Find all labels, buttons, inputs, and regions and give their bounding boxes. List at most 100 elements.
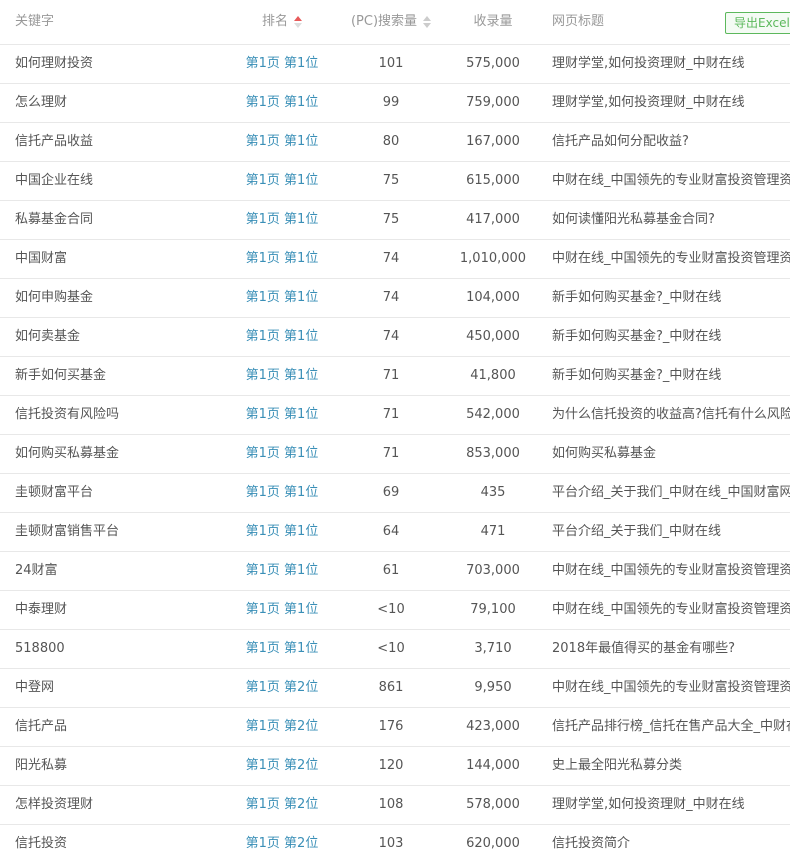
rank-cell[interactable]: 第1页 第2位 <box>245 797 319 812</box>
title-cell: 新手如何购买基金?_中财在线 <box>552 329 722 344</box>
indexed-cell: 578,000 <box>466 797 520 812</box>
search-cell: 103 <box>378 836 404 851</box>
search-cell: 74 <box>382 251 400 266</box>
title-cell: 理财学堂,如何投资理财_中财在线 <box>552 797 745 812</box>
keyword-cell: 中泰理财 <box>15 602 68 617</box>
indexed-cell: 41,800 <box>470 368 516 383</box>
export-button[interactable]: 导出Excel <box>725 12 790 34</box>
table-row: 圭顿财富平台 第1页 第1位 69 435 平台介绍_关于我们_中财在线_中国财富网 <box>0 474 790 513</box>
indexed-cell: 435 <box>480 485 506 500</box>
table-row: 如何购买私募基金 第1页 第1位 71 853,000 如何购买私募基金 <box>0 435 790 474</box>
keyword-cell: 信托投资 <box>15 836 68 851</box>
rank-cell[interactable]: 第1页 第2位 <box>245 719 319 734</box>
header-title: 网页标题 <box>552 14 605 29</box>
rank-cell[interactable]: 第1页 第1位 <box>245 602 319 617</box>
rank-cell[interactable]: 第1页 第1位 <box>245 173 319 188</box>
rank-cell[interactable]: 第1页 第1位 <box>245 251 319 266</box>
indexed-cell: 144,000 <box>466 758 520 773</box>
keyword-cell: 阳光私募 <box>15 758 68 773</box>
title-cell: 史上最全阳光私募分类 <box>552 758 683 773</box>
rank-cell[interactable]: 第1页 第2位 <box>245 680 319 695</box>
keyword-cell: 如何理财投资 <box>15 56 94 71</box>
search-cell: 71 <box>382 407 400 422</box>
table-row: 中泰理财 第1页 第1位 <10 79,100 中财在线_中国领先的专业财富投资管理资产 <box>0 591 790 630</box>
search-cell: 71 <box>382 446 400 461</box>
rank-cell[interactable]: 第1页 第1位 <box>245 212 319 227</box>
keyword-cell: 新手如何买基金 <box>15 368 107 383</box>
rank-cell[interactable]: 第1页 第1位 <box>245 641 319 656</box>
rank-cell[interactable]: 第1页 第2位 <box>245 758 319 773</box>
search-cell: 71 <box>382 368 400 383</box>
indexed-cell: 853,000 <box>466 446 520 461</box>
table-row: 怎样投资理财 第1页 第2位 108 578,000 理财学堂,如何投资理财_中财在线 <box>0 786 790 825</box>
title-cell: 新手如何购买基金?_中财在线 <box>552 368 722 383</box>
search-cell: 99 <box>382 95 400 110</box>
rank-cell[interactable]: 第1页 第1位 <box>245 485 319 500</box>
sort-icon <box>294 15 302 28</box>
header-indexed: 收录量 <box>473 14 513 29</box>
indexed-cell: 423,000 <box>466 719 520 734</box>
title-cell: 信托产品排行榜_信托在售产品大全_中财在 <box>552 719 790 734</box>
title-cell: 中财在线_中国领先的专业财富投资管理资产 <box>552 602 790 617</box>
search-cell: 101 <box>378 56 404 71</box>
table-row: 信托产品收益 第1页 第1位 80 167,000 信托产品如何分配收益? <box>0 123 790 162</box>
title-cell: 理财学堂,如何投资理财_中财在线 <box>552 56 745 71</box>
rank-cell[interactable]: 第1页 第1位 <box>245 56 319 71</box>
indexed-cell: 542,000 <box>466 407 520 422</box>
rank-cell[interactable]: 第1页 第1位 <box>245 95 319 110</box>
table-row: 如何理财投资 第1页 第1位 101 575,000 理财学堂,如何投资理财_中财在线 <box>0 45 790 84</box>
keyword-cell: 如何申购基金 <box>15 290 94 305</box>
search-cell: 176 <box>378 719 404 734</box>
keyword-cell: 信托投资有风险吗 <box>15 407 120 422</box>
header-search[interactable]: (PC)搜索量 <box>341 0 441 44</box>
search-cell: 69 <box>382 485 400 500</box>
indexed-cell: 1,010,000 <box>459 251 527 266</box>
rank-cell[interactable]: 第1页 第1位 <box>245 290 319 305</box>
rank-cell[interactable]: 第1页 第1位 <box>245 368 319 383</box>
table-row: 私募基金合同 第1页 第1位 75 417,000 如何读懂阳光私募基金合同? <box>0 201 790 240</box>
rank-cell[interactable]: 第1页 第1位 <box>245 329 319 344</box>
keyword-cell: 圭顿财富销售平台 <box>15 524 120 539</box>
title-cell: 中财在线_中国领先的专业财富投资管理资产 <box>552 173 790 188</box>
title-cell: 为什么信托投资的收益高?信托有什么风险? <box>552 407 790 422</box>
search-cell: <10 <box>377 641 405 656</box>
title-cell: 平台介绍_关于我们_中财在线_中国财富网 <box>552 485 790 500</box>
table-row: 信托产品 第1页 第2位 176 423,000 信托产品排行榜_信托在售产品大全_中财… <box>0 708 790 747</box>
search-cell: 64 <box>382 524 400 539</box>
indexed-cell: 104,000 <box>466 290 520 305</box>
rank-cell[interactable]: 第1页 第1位 <box>245 446 319 461</box>
header-rank[interactable]: 排名 <box>232 0 332 44</box>
keyword-cell: 圭顿财富平台 <box>15 485 94 500</box>
title-cell: 平台介绍_关于我们_中财在线 <box>552 524 722 539</box>
indexed-cell: 3,710 <box>474 641 512 656</box>
rank-cell[interactable]: 第1页 第1位 <box>245 134 319 149</box>
table-row: 如何卖基金 第1页 第1位 74 450,000 新手如何购买基金?_中财在线 <box>0 318 790 357</box>
table-row: 中国财富 第1页 第1位 74 1,010,000 中财在线_中国领先的专业财富投资管理… <box>0 240 790 279</box>
indexed-cell: 703,000 <box>466 563 520 578</box>
title-cell: 新手如何购买基金?_中财在线 <box>552 290 722 305</box>
header-keyword: 关键字 <box>15 14 55 29</box>
keyword-cell: 中国企业在线 <box>15 173 94 188</box>
keyword-cell: 中国财富 <box>15 251 68 266</box>
indexed-cell: 575,000 <box>466 56 520 71</box>
rank-cell[interactable]: 第1页 第2位 <box>245 836 319 851</box>
table-header: 关键字 排名 (PC)搜索量 收录量 网页标题 导出Excel <box>0 0 790 45</box>
rank-cell[interactable]: 第1页 第1位 <box>245 563 319 578</box>
title-cell: 理财学堂,如何投资理财_中财在线 <box>552 95 745 110</box>
indexed-cell: 620,000 <box>466 836 520 851</box>
title-cell: 如何购买私募基金 <box>552 446 657 461</box>
title-cell: 中财在线_中国领先的专业财富投资管理资产 <box>552 251 790 266</box>
search-cell: 108 <box>378 797 404 812</box>
keyword-cell: 24财富 <box>15 563 58 578</box>
title-cell: 信托投资简介 <box>552 836 631 851</box>
keyword-cell: 中登网 <box>15 680 55 695</box>
sort-icon <box>423 15 432 28</box>
title-cell: 信托产品如何分配收益? <box>552 134 689 149</box>
title-cell: 中财在线_中国领先的专业财富投资管理资产 <box>552 563 790 578</box>
keyword-cell: 信托产品 <box>15 719 68 734</box>
table-row: 怎么理财 第1页 第1位 99 759,000 理财学堂,如何投资理财_中财在线 <box>0 84 790 123</box>
rank-cell[interactable]: 第1页 第1位 <box>245 407 319 422</box>
title-cell: 如何读懂阳光私募基金合同? <box>552 212 715 227</box>
rank-cell[interactable]: 第1页 第1位 <box>245 524 319 539</box>
keyword-cell: 如何购买私募基金 <box>15 446 120 461</box>
